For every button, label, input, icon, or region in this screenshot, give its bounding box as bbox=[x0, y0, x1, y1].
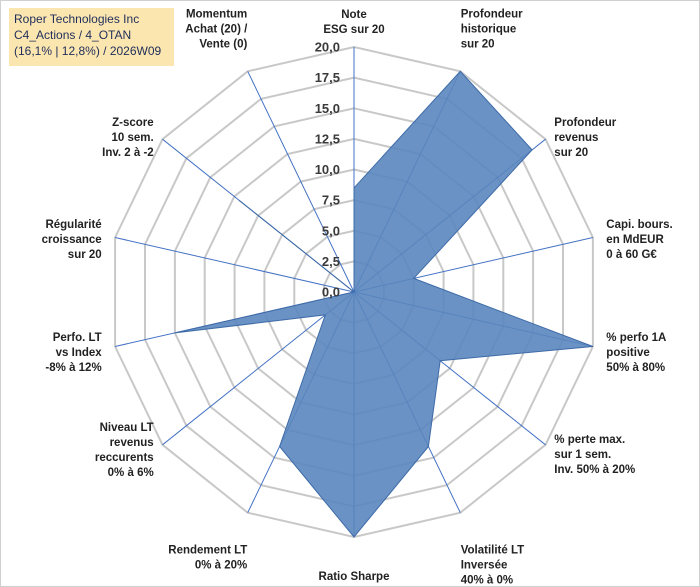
axis-label: 50% à 80% bbox=[606, 362, 665, 374]
r-tick-label: 2,5 bbox=[322, 254, 340, 269]
title-line-company: Roper Technologies Inc bbox=[14, 12, 140, 26]
axis-label: 0% à 6% bbox=[108, 467, 154, 479]
r-tick-label: 0,0 bbox=[322, 285, 340, 300]
axis-label: ESG sur 20 bbox=[323, 24, 384, 36]
r-tick-label: 17,5 bbox=[315, 70, 340, 85]
axis-label: -8% à 12% bbox=[45, 362, 101, 374]
r-tick-label: 5,0 bbox=[322, 223, 340, 238]
r-tick-label: 7,5 bbox=[322, 193, 340, 208]
axis-label: sur 1 sem. bbox=[554, 449, 611, 461]
chart-title-box: Roper Technologies Inc C4_Actions / 4_OT… bbox=[9, 8, 174, 66]
axis-label: Z-score bbox=[112, 117, 154, 129]
axis-label: % perte max. bbox=[554, 434, 625, 446]
axis-label: Inv. 2 à -2 bbox=[102, 147, 154, 159]
axis-label: Vente (0) bbox=[199, 39, 247, 51]
r-tick-label: 10,0 bbox=[315, 162, 340, 177]
axis-label: Perfo. LT bbox=[53, 332, 102, 344]
axis-label: Inversée bbox=[461, 559, 508, 571]
axis-label: revenus bbox=[554, 132, 598, 144]
axis-label: Momentum bbox=[186, 9, 247, 21]
axis-label: 10 sem. bbox=[111, 132, 153, 144]
axis-spoke bbox=[162, 291, 355, 446]
axis-spoke bbox=[247, 71, 355, 293]
title-line-stats: (16,1% | 12,8%) / 2026W09 bbox=[14, 44, 162, 58]
axis-label: Volatilité LT bbox=[461, 544, 524, 556]
axis-label: revenus bbox=[110, 437, 154, 449]
axis-label: Note bbox=[341, 9, 367, 21]
axis-label: croissance bbox=[42, 234, 102, 246]
axis-label: Régularité bbox=[45, 219, 101, 231]
title-line-category: C4_Actions / 4_OTAN bbox=[14, 28, 132, 42]
axis-label: Niveau LT bbox=[100, 422, 154, 434]
axis-label: sur 20 bbox=[461, 39, 495, 51]
axis-label: Inv. 50% à 20% bbox=[554, 464, 635, 476]
axis-label: Profondeur bbox=[554, 117, 616, 129]
axis-label: 0% à 20% bbox=[195, 559, 247, 571]
r-tick-label: 12,5 bbox=[315, 131, 340, 146]
r-tick-label: 15,0 bbox=[315, 101, 340, 116]
axis-label: 40% à 0% bbox=[461, 574, 513, 586]
axis-label: vs Index bbox=[56, 347, 103, 359]
axis-label: Ratio Sharpe bbox=[319, 571, 390, 583]
axis-label: % perfo 1A bbox=[606, 332, 666, 344]
axis-label: en MdEUR bbox=[606, 234, 664, 246]
axis-label: historique bbox=[461, 24, 517, 36]
axis-label: reccurents bbox=[95, 452, 154, 464]
axis-label: Capi. bours. bbox=[606, 219, 672, 231]
r-tick-label: 20,0 bbox=[315, 40, 340, 55]
axis-label: Profondeur bbox=[461, 9, 523, 21]
axis-label: sur 20 bbox=[554, 147, 588, 159]
axis-label: positive bbox=[606, 347, 649, 359]
axis-label: sur 20 bbox=[68, 249, 102, 261]
axis-label: 0 à 60 G€ bbox=[606, 249, 657, 261]
axis-label: Achat (20) / bbox=[185, 24, 248, 36]
axis-label: Rendement LT bbox=[168, 544, 247, 556]
axis-spoke bbox=[114, 237, 355, 293]
